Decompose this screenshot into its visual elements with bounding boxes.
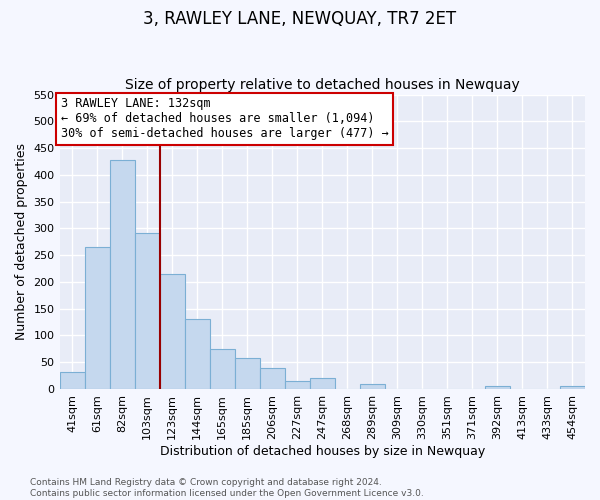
Bar — [110, 160, 134, 389]
Text: Contains HM Land Registry data © Crown copyright and database right 2024.
Contai: Contains HM Land Registry data © Crown c… — [30, 478, 424, 498]
Title: Size of property relative to detached houses in Newquay: Size of property relative to detached ho… — [125, 78, 520, 92]
X-axis label: Distribution of detached houses by size in Newquay: Distribution of detached houses by size … — [160, 444, 485, 458]
Bar — [485, 386, 510, 389]
Bar — [260, 368, 285, 389]
Bar — [235, 358, 260, 389]
Bar — [134, 232, 160, 389]
Bar — [85, 247, 110, 389]
Bar — [185, 320, 209, 389]
Bar — [360, 384, 385, 389]
Bar — [285, 381, 310, 389]
Bar — [560, 386, 585, 389]
Bar — [160, 274, 185, 389]
Bar — [59, 372, 85, 389]
Text: 3 RAWLEY LANE: 132sqm
← 69% of detached houses are smaller (1,094)
30% of semi-d: 3 RAWLEY LANE: 132sqm ← 69% of detached … — [61, 97, 389, 140]
Text: 3, RAWLEY LANE, NEWQUAY, TR7 2ET: 3, RAWLEY LANE, NEWQUAY, TR7 2ET — [143, 10, 457, 28]
Bar — [209, 349, 235, 389]
Bar — [310, 378, 335, 389]
Y-axis label: Number of detached properties: Number of detached properties — [15, 144, 28, 340]
